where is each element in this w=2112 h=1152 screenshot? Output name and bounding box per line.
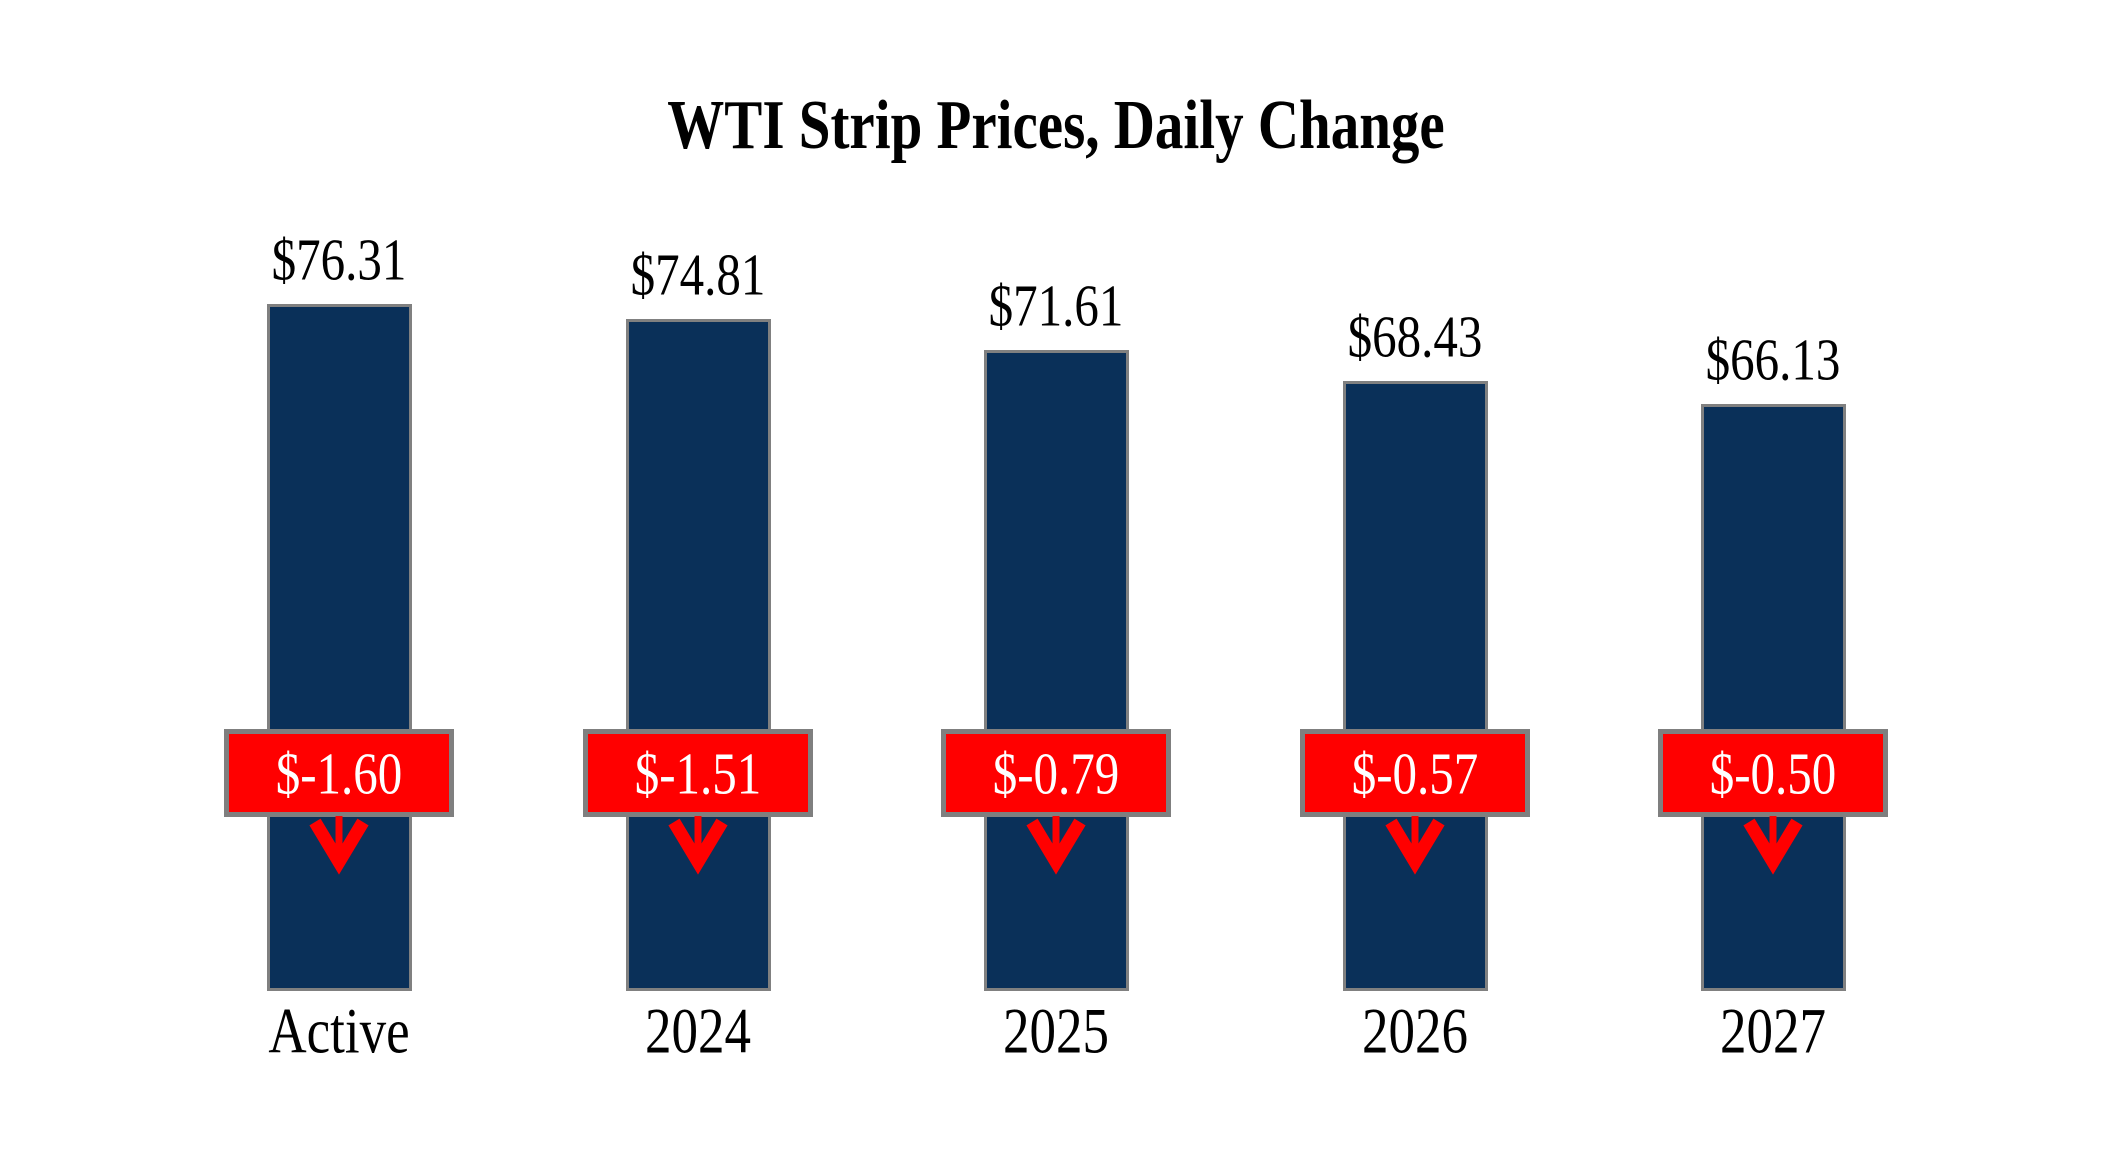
bar-active: [266, 304, 412, 991]
category-label-text: 2026: [1362, 996, 1468, 1068]
category-label-2027: 2027: [1613, 997, 1933, 1068]
price-label-text: $71.61: [988, 271, 1124, 339]
category-label-2024: 2024: [538, 997, 858, 1068]
category-label-text: 2025: [1003, 996, 1109, 1068]
daily-change-text: $-1.51: [634, 739, 762, 807]
category-label-text: 2024: [645, 996, 751, 1068]
price-label-text: $74.81: [630, 240, 766, 308]
chart-title: WTI Strip Prices, Daily Change: [0, 87, 2112, 164]
category-label-2026: 2026: [1255, 997, 1575, 1068]
down-arrow-icon: [309, 816, 369, 875]
price-label-text: $66.13: [1705, 325, 1841, 393]
category-label-2025: 2025: [896, 997, 1216, 1068]
down-arrow-icon: [1743, 816, 1803, 875]
category-label-text: Active: [268, 996, 410, 1068]
daily-change-box: $-0.50: [1658, 729, 1888, 817]
price-label-text: $68.43: [1347, 302, 1483, 370]
price-label-text: $76.31: [271, 225, 407, 293]
price-label: $76.31: [179, 226, 499, 293]
down-arrow-icon: [668, 816, 728, 875]
price-label: $74.81: [538, 241, 858, 308]
daily-change-text: $-0.57: [1351, 739, 1479, 807]
price-label: $66.13: [1613, 326, 1933, 393]
down-arrow-icon: [1026, 816, 1086, 875]
daily-change-text: $-0.79: [992, 739, 1120, 807]
daily-change-text: $-0.50: [1709, 739, 1837, 807]
bar-2025: [983, 350, 1129, 991]
price-label: $71.61: [896, 272, 1216, 339]
chart-title-text: WTI Strip Prices, Daily Change: [667, 86, 1445, 164]
down-arrow-icon: [1385, 816, 1445, 875]
daily-change-box: $-1.60: [224, 729, 454, 817]
daily-change-text: $-1.60: [275, 739, 403, 807]
daily-change-box: $-0.79: [941, 729, 1171, 817]
bar-2024: [625, 319, 771, 991]
daily-change-box: $-1.51: [583, 729, 813, 817]
category-label-text: 2027: [1720, 996, 1826, 1068]
category-label-active: Active: [179, 997, 499, 1068]
daily-change-box: $-0.57: [1300, 729, 1530, 817]
bar-2027: [1700, 404, 1846, 991]
bar-2026: [1342, 381, 1488, 991]
price-label: $68.43: [1255, 303, 1575, 370]
